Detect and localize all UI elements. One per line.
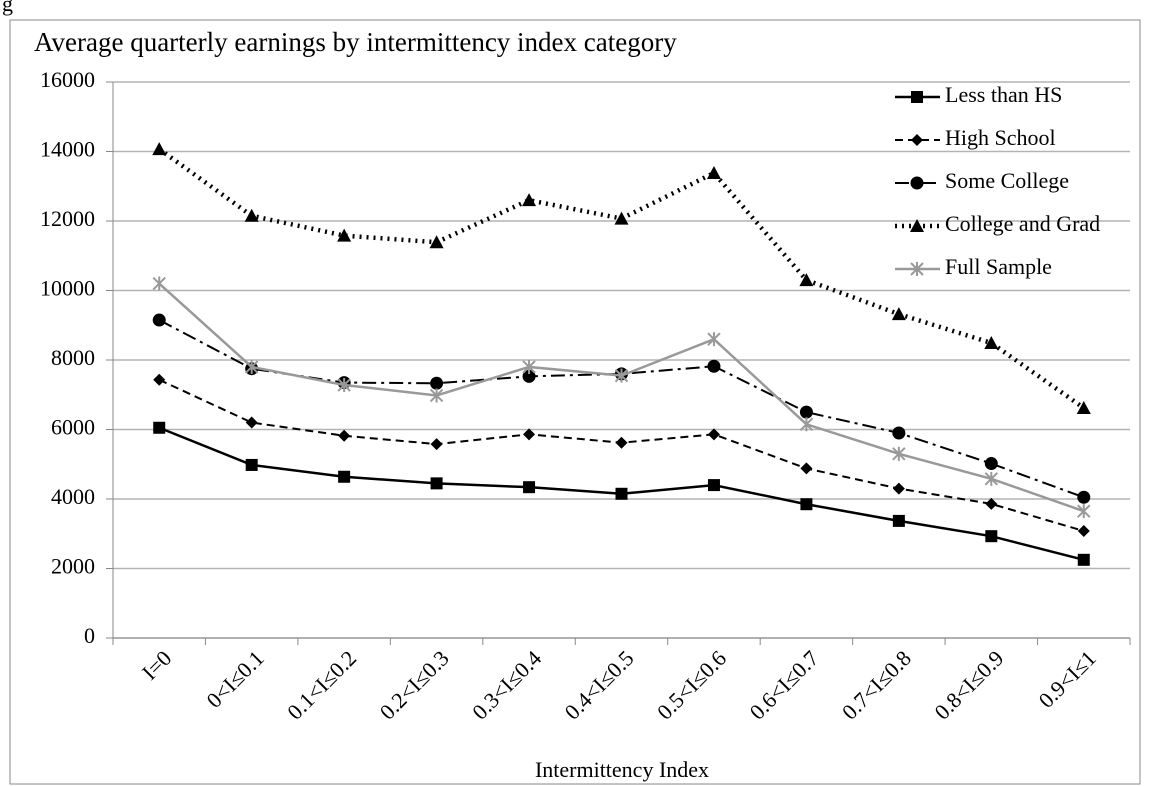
marker: [707, 359, 721, 373]
marker: [245, 416, 258, 429]
marker: [799, 273, 814, 287]
marker: [430, 477, 443, 490]
legend-label: High School: [945, 125, 1056, 150]
marker: [984, 457, 998, 471]
annotation: g: [2, 0, 13, 16]
y-tick-label: 4000: [51, 484, 95, 509]
marker: [152, 142, 167, 156]
marker: [800, 462, 813, 475]
marker: [706, 166, 721, 180]
marker: [892, 446, 906, 461]
chart-title: Average quarterly earnings by intermitte…: [34, 27, 677, 57]
marker: [153, 373, 166, 386]
marker: [152, 276, 166, 291]
legend-label: Less than HS: [945, 82, 1062, 107]
marker: [1076, 400, 1091, 414]
marker: [152, 313, 166, 327]
marker: [984, 335, 999, 349]
marker: [615, 487, 628, 500]
y-tick-label: 8000: [51, 345, 95, 370]
marker: [910, 262, 924, 276]
y-tick-label: 6000: [51, 415, 95, 440]
marker: [707, 479, 720, 492]
marker: [429, 388, 444, 403]
series: [152, 142, 1091, 414]
marker: [429, 235, 444, 249]
y-tick-label: 16000: [40, 67, 95, 92]
marker: [338, 470, 351, 483]
chart-frame: [9, 19, 1141, 785]
marker: [430, 376, 444, 390]
marker: [615, 436, 628, 449]
marker: [1077, 524, 1090, 537]
marker: [984, 471, 999, 486]
marker: [707, 428, 720, 441]
marker: [985, 530, 998, 543]
marker: [244, 359, 259, 374]
marker: [1077, 490, 1091, 504]
y-tick-label: 2000: [51, 554, 95, 579]
series: [153, 373, 1090, 537]
marker: [614, 368, 629, 383]
y-tick-label: 0: [84, 623, 95, 648]
y-tick-label: 14000: [40, 137, 95, 162]
y-tick-label: 10000: [40, 276, 95, 301]
marker: [799, 417, 814, 432]
legend-label: College and Grad: [945, 211, 1100, 236]
marker: [892, 514, 905, 527]
marker: [244, 208, 259, 222]
legend-label: Full Sample: [945, 254, 1052, 279]
marker: [891, 307, 906, 321]
marker: [337, 378, 351, 393]
marker: [800, 498, 813, 511]
marker: [799, 405, 813, 419]
marker: [910, 176, 924, 190]
marker: [1077, 504, 1091, 519]
legend-label: Some College: [945, 168, 1069, 193]
marker: [522, 359, 536, 374]
marker: [153, 421, 166, 434]
marker: [910, 219, 924, 232]
marker: [1077, 553, 1090, 566]
series: [152, 276, 1091, 519]
marker: [338, 429, 351, 442]
y-tick-label: 12000: [40, 206, 95, 231]
marker: [892, 426, 906, 440]
series: [153, 421, 1090, 566]
marker: [985, 497, 998, 510]
marker: [523, 481, 536, 494]
marker: [522, 193, 537, 207]
marker: [911, 91, 923, 103]
marker: [523, 428, 536, 441]
x-axis-title: Intermittency Index: [535, 757, 709, 782]
marker: [911, 134, 923, 146]
marker: [430, 438, 443, 451]
marker: [337, 228, 352, 242]
marker: [614, 211, 629, 225]
marker: [522, 369, 536, 383]
marker: [892, 482, 905, 495]
marker: [707, 332, 721, 347]
marker: [245, 458, 258, 471]
